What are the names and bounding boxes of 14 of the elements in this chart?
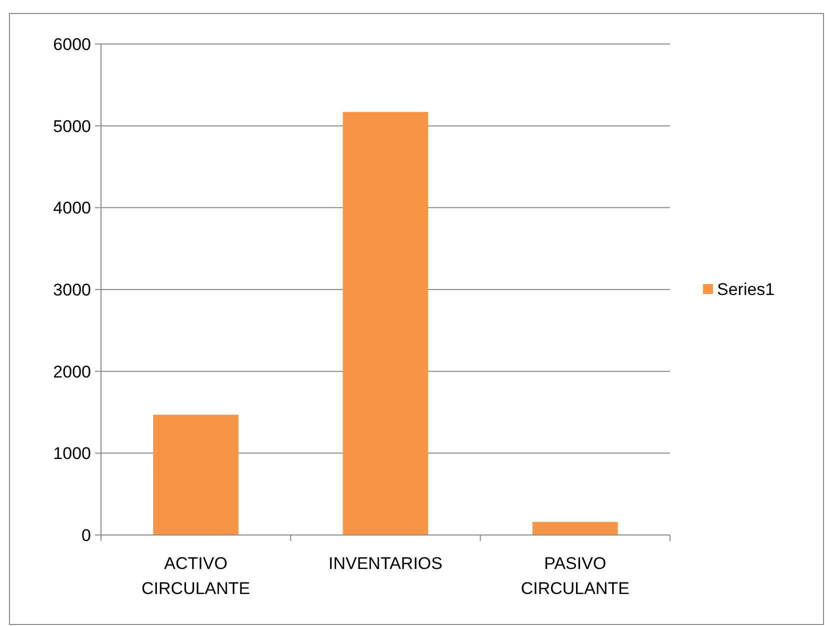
x-tick-label: PASIVO CIRCULANTE <box>520 554 630 598</box>
y-tick-label: 2000 <box>53 362 91 382</box>
y-tick-label: 5000 <box>53 116 91 136</box>
bar <box>342 112 428 535</box>
bar <box>153 414 239 535</box>
y-tick-label: 6000 <box>53 34 91 54</box>
y-tick-label: 1000 <box>53 444 91 464</box>
bar <box>532 522 618 535</box>
y-tick-label: 3000 <box>53 280 91 300</box>
legend-label: Series1 <box>717 280 775 299</box>
y-tick-label: 4000 <box>53 198 91 218</box>
y-tick-label: 0 <box>82 526 91 545</box>
x-tick-label: INVENTARIOS <box>328 554 442 573</box>
x-tick-label: ACTIVO CIRCULANTE <box>142 554 250 598</box>
